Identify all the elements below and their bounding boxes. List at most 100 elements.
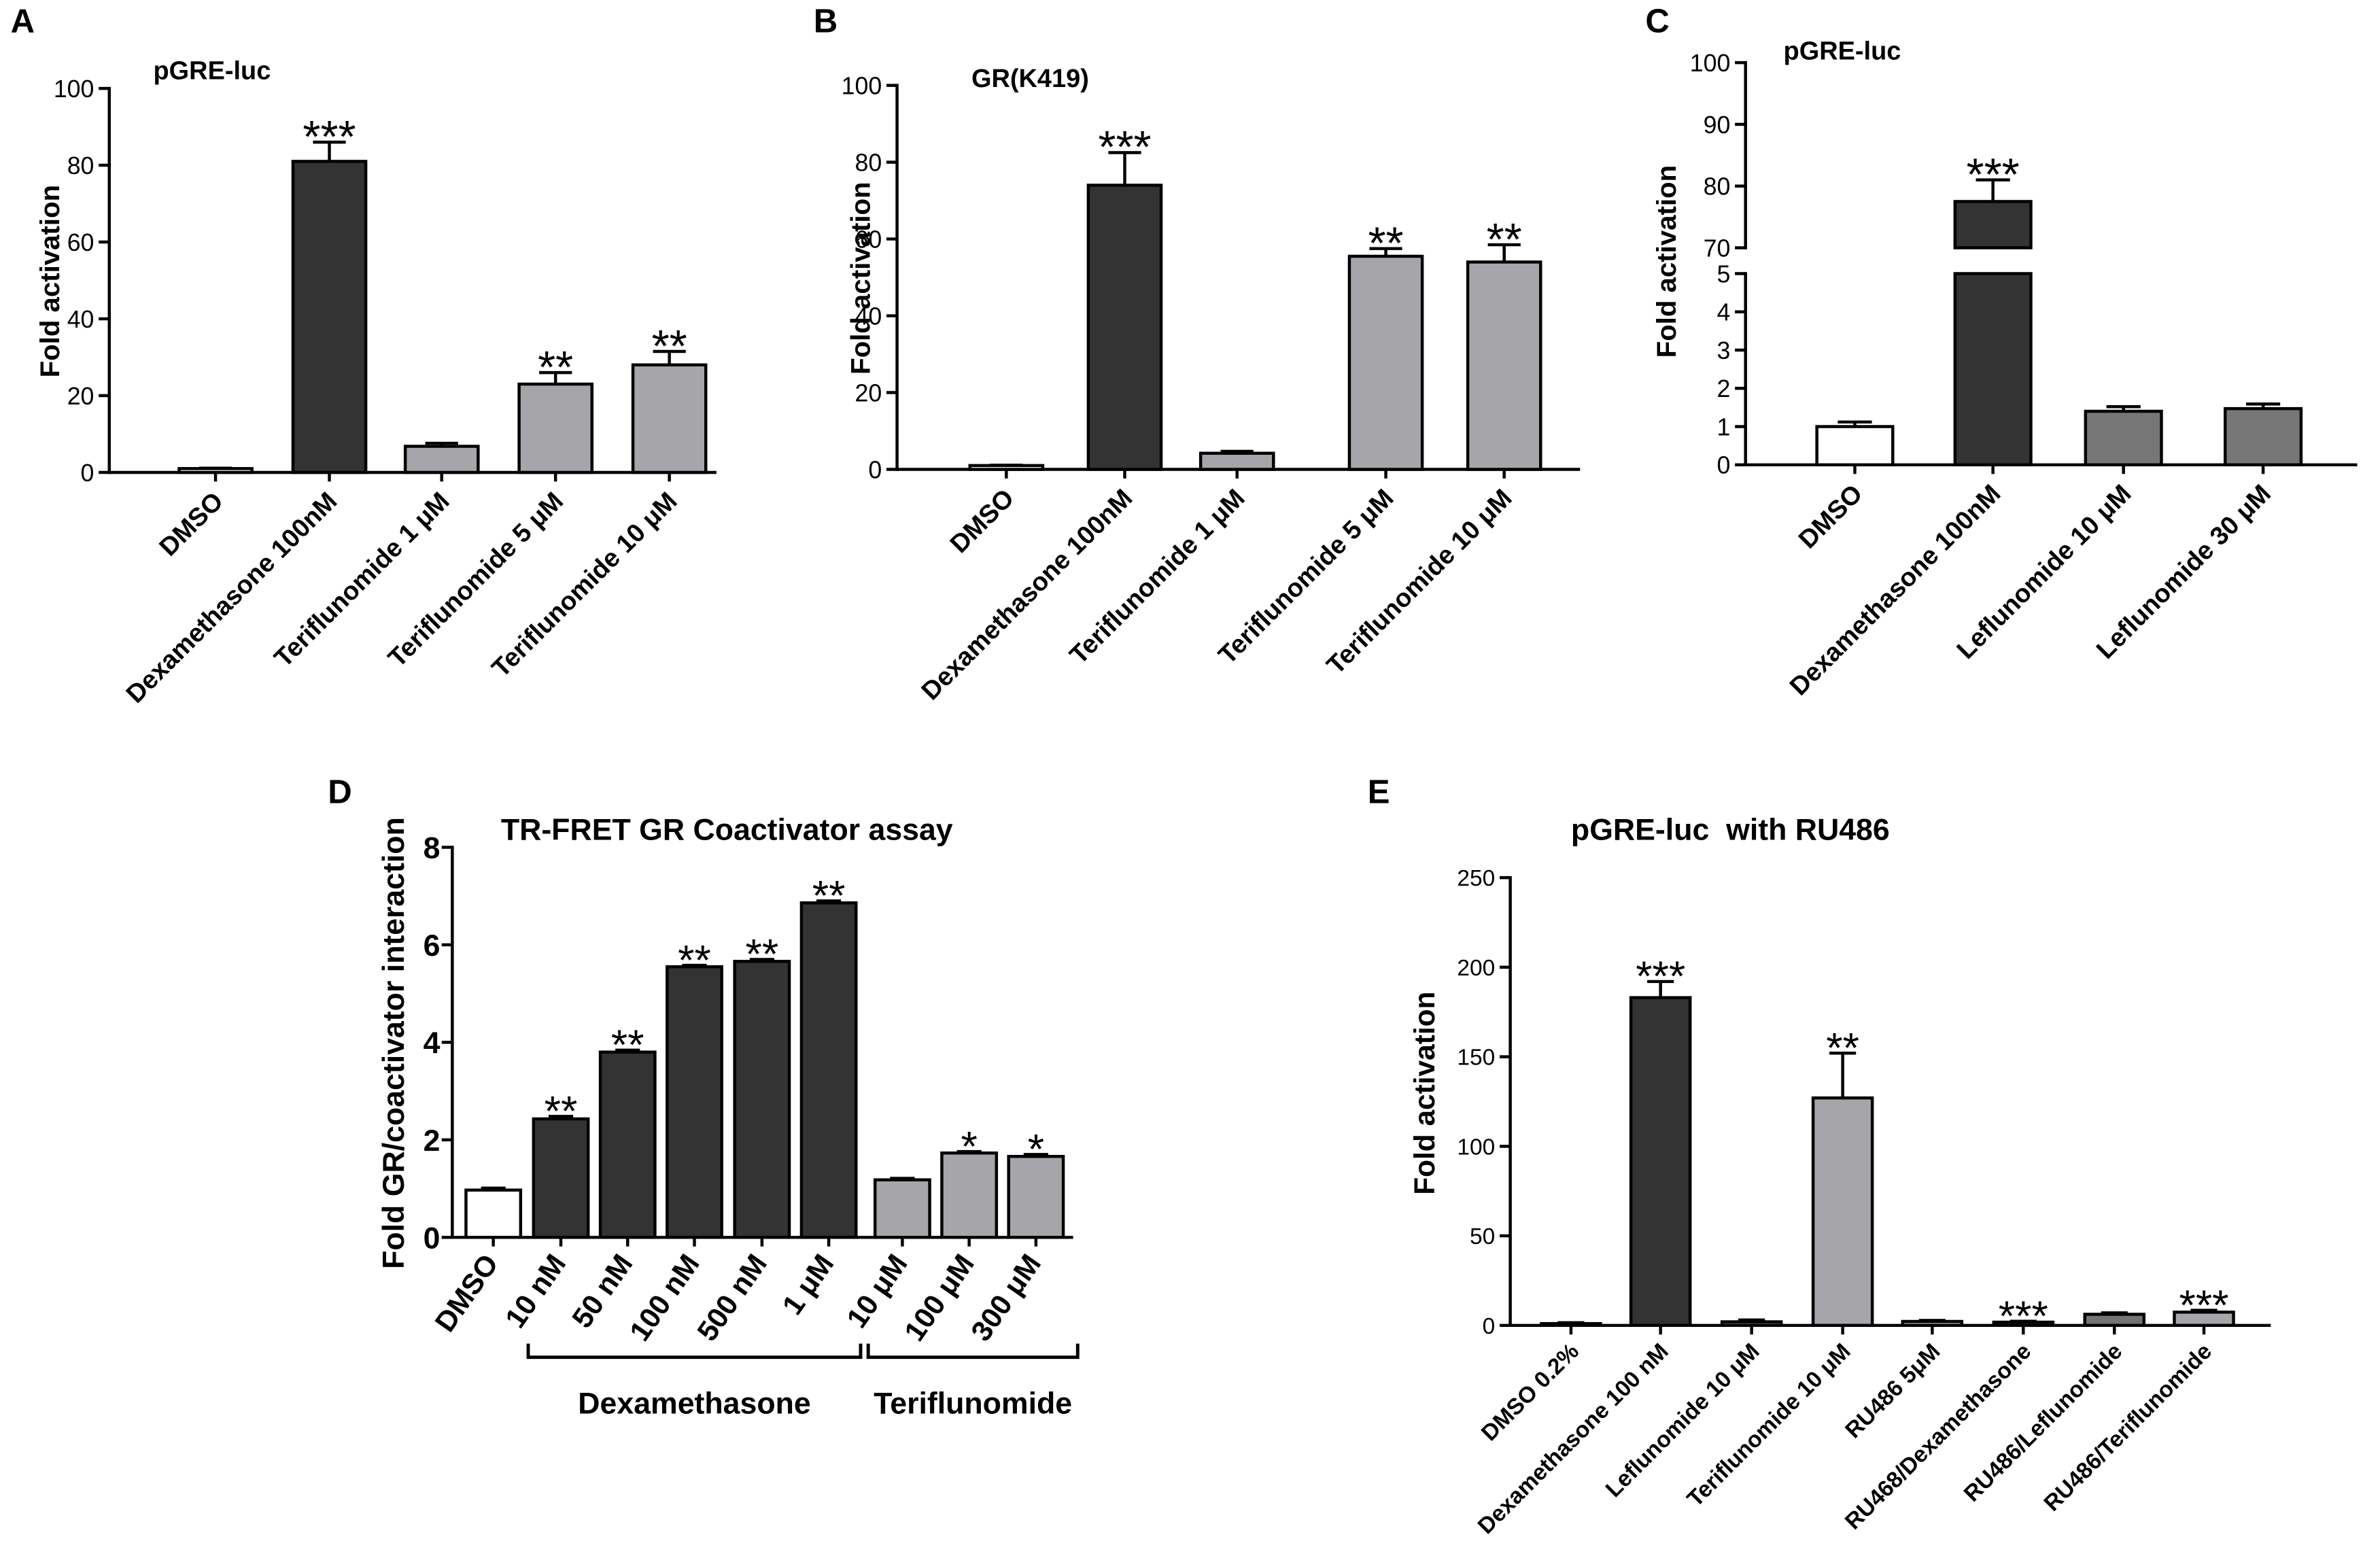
y-tick-label: 2 [1717,375,1730,402]
error-bar-d-100-nm [682,963,707,967]
bar-d-500-nm [733,960,791,1239]
chart-title: pGRE-luc with RU486 [1571,813,1890,846]
error-bar-b-teriflunomide-5-um [1369,247,1402,256]
y-tick-label: 100 [54,75,94,103]
panel-label-e: E [1368,774,1390,811]
error-bar-e-ru486-5um [1918,1319,1946,1322]
x-category-label: Teriflunomide 10 μM [487,487,683,683]
error-bar-c-leflunomide-30-um [2245,402,2281,409]
significance-marker: *** [303,111,356,162]
group-label: Teriflunomide [874,1387,1072,1420]
group-label: Dexamethasone [578,1387,810,1420]
y-tick-label: 60 [855,226,882,253]
y-tick-label: 0 [424,1222,441,1255]
x-category-label: RU486/Leflunomide [1959,1338,2127,1506]
significance-marker: * [961,1123,977,1171]
error-bar-d-10-nm [548,1115,574,1119]
error-bar-a-teriflunomide-5-um [539,370,572,385]
x-category-label: Teriflunomide 10 μM [1683,1338,1856,1512]
bar-a-teriflunomide-10-um [631,363,708,474]
bar-d-10-um [873,1178,931,1239]
error-bar-a-dmso [199,466,232,470]
bar-c-dexamethasone-100nm-lower [1953,272,2033,467]
bar-c-dmso [1815,425,1895,467]
bar-d-100-nm [666,965,723,1239]
chart-title: pGRE-luc [1784,37,1901,66]
y-axis-label: Fold activation [845,181,876,375]
y-tick-label: 90 [1704,111,1731,139]
significance-marker: *** [1967,149,2020,200]
panel-label-c: C [1645,3,1669,39]
y-tick-label: 3 [1717,337,1730,364]
y-tick-label: 50 [1470,1224,1495,1249]
y-tick-label: 40 [855,302,882,330]
error-bar-e-ru486-leflunomide [2101,1311,2128,1315]
error-bar-a-teriflunomide-1-um [425,441,458,447]
error-bar-d-10-um [890,1177,915,1180]
significance-marker: ** [1487,214,1522,265]
error-bar-e-ru468-dexamethasone [2010,1319,2037,1323]
error-bar-d-300-um [1023,1153,1048,1157]
bar-b-teriflunomide-1-um [1198,451,1275,471]
group-bracket-dexamethasone [526,1343,863,1360]
bar-d-10-nm [532,1117,590,1239]
error-bar-e-dexamethasone-100-nm [1647,980,1674,998]
y-tick-label: 100 [842,72,882,99]
error-bar-a-teriflunomide-10-um [653,349,686,365]
error-bar-a-dexamethasone-100nm [313,140,346,162]
x-category-label: 300 μM [965,1248,1047,1347]
panel-d: D TR-FRET GR Coactivator assay Fold GR/coa… [328,774,1080,1420]
error-bar-d-dmso [481,1186,506,1190]
y-axis-label: Fold activation [35,185,65,378]
y-tick-label: 20 [855,379,882,406]
bar-c-leflunomide-10-um [2084,409,2163,467]
y-tick-label: 2 [424,1124,441,1158]
y-tick-label: 0 [81,460,94,487]
x-category-label: Dexamethasone 100nM [916,484,1138,706]
error-bar-e-leflunomide-10-um [1738,1318,1765,1322]
y-tick-label: 20 [67,383,94,410]
bar-b-teriflunomide-5-um [1347,254,1424,471]
significance-marker: ** [1368,218,1403,269]
y-tick-label: 100 [1457,1135,1495,1160]
y-tick-label: 4 [424,1026,441,1060]
significance-marker: * [1028,1126,1044,1173]
bar-d-1-um [799,901,858,1239]
error-bar-e-ru486-teriflunomide [2190,1309,2218,1313]
bar-b-teriflunomide-10-um [1466,260,1542,471]
significance-marker: ** [746,931,779,978]
y-tick-label: 5 [1717,260,1730,288]
significance-marker: *** [1098,122,1151,173]
bar-a-teriflunomide-1-um [403,445,480,474]
panel-label-b: B [814,3,838,39]
x-category-label: Dexamethasone 100nM [121,487,343,708]
bar-a-teriflunomide-5-um [517,382,594,474]
panel-b: B GR(K419) Fold activation 0 20 40 60 80 100 DMSO… [814,3,1581,706]
bar-d-dmso [464,1188,523,1239]
x-category-label: 10 nM [499,1248,572,1333]
error-bar-c-leflunomide-10-um [2106,405,2141,412]
bar-e-leflunomide-10-um [1720,1320,1783,1328]
error-bar-d-100-um [956,1149,982,1154]
panel-label-d: D [328,774,351,811]
significance-marker: ** [538,342,573,393]
error-bar-c-dmso [1838,420,1872,427]
x-category-label: Dexamethasone 100 nM [1473,1338,1674,1539]
significance-marker: *** [2179,1281,2229,1329]
x-category-label: 500 nM [691,1248,773,1347]
error-bar-b-dexamethasone-100nm [1108,151,1141,186]
y-tick-label: 80 [855,149,882,176]
x-category-label: DMSO [945,484,1020,559]
x-category-label: RU468/Dexamethasone [1840,1338,2036,1534]
error-bar-e-teriflunomide-10-um [1829,1052,1857,1098]
significance-marker: ** [652,321,687,372]
bar-d-100-um [940,1151,999,1239]
y-tick-label: 100 [1690,50,1731,77]
x-category-label: DMSO [1793,479,1868,554]
error-bar-b-dmso [990,464,1023,467]
x-category-label: 1 μM [776,1248,840,1320]
y-tick-label: 80 [67,152,94,179]
